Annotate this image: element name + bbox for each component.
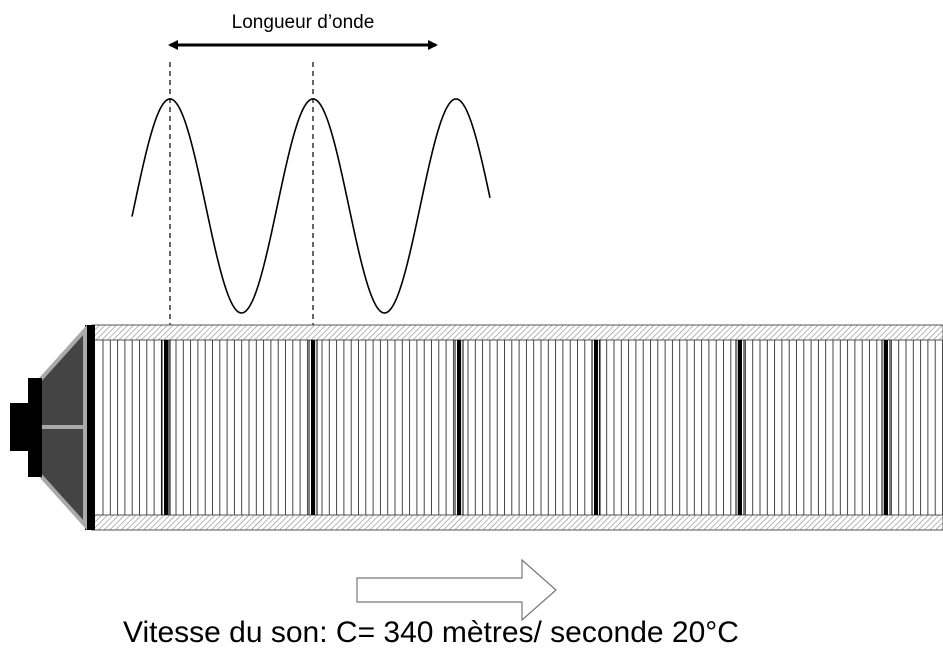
wavelength-label: Longueur d’onde [232, 12, 375, 33]
speaker-back [10, 403, 30, 451]
direction-arrow [356, 558, 557, 622]
speaker-magnet [28, 378, 42, 477]
tube [85, 324, 943, 531]
speed-label: Vitesse du son: C= 340 mètres/ seconde 2… [123, 616, 739, 649]
sine-wave [131, 98, 491, 314]
tube-wall-bottom [91, 514, 943, 531]
tube-end [85, 325, 95, 530]
tube-wall-top [91, 324, 943, 341]
speaker [10, 324, 87, 531]
air-particles [102, 340, 943, 515]
